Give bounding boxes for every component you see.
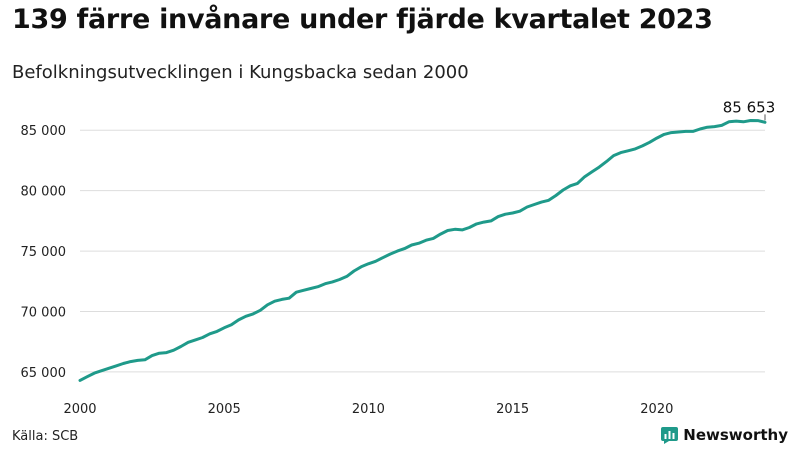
y-tick-label: 85 000 <box>21 124 67 139</box>
chart-title: 139 färre invånare under fjärde kvartale… <box>12 4 713 35</box>
x-tick-label: 2015 <box>496 402 529 417</box>
y-tick-label: 80 000 <box>21 185 67 200</box>
grid-lines <box>80 129 765 373</box>
y-tick-label: 70 000 <box>21 305 67 320</box>
brand-name: Newsworthy <box>683 426 788 444</box>
source-note: Källa: SCB <box>12 429 79 444</box>
x-tick-label: 2020 <box>640 402 673 417</box>
x-axis-labels: 2000 2005 2010 2015 2020 <box>63 402 673 417</box>
y-tick-label: 75 000 <box>21 245 67 260</box>
end-value-label: 85 653 <box>723 98 776 116</box>
y-axis-labels: 65 000 70 000 75 000 80 000 85 000 <box>21 124 67 381</box>
population-line <box>78 119 767 382</box>
x-tick-label: 2000 <box>63 402 96 417</box>
x-tick-label: 2005 <box>208 402 241 417</box>
bar-chart-icon <box>661 426 679 444</box>
newsworthy-logo: Newsworthy <box>661 426 788 444</box>
x-tick-label: 2010 <box>352 402 385 417</box>
chart-subtitle: Befolkningsutvecklingen i Kungsbacka sed… <box>12 62 469 83</box>
y-tick-label: 65 000 <box>21 366 67 381</box>
